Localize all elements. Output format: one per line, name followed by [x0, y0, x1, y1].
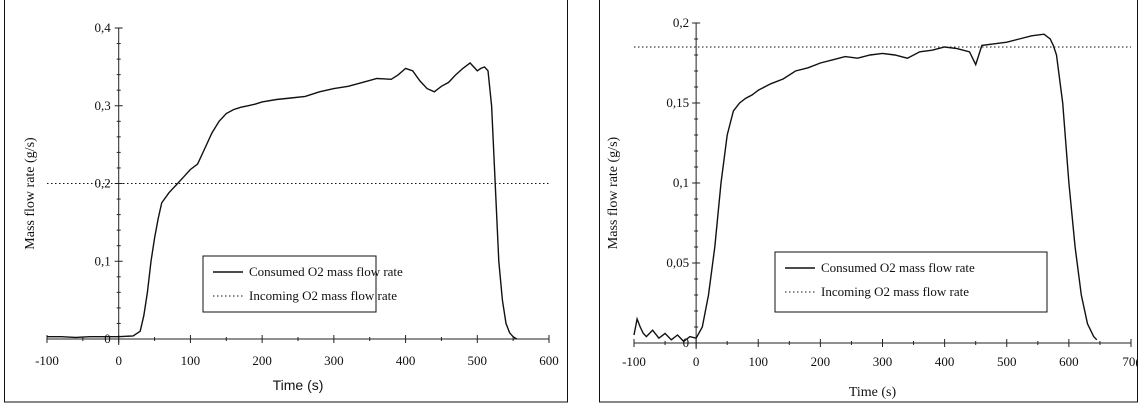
x-tick-label: 600 [1059, 354, 1079, 369]
y-axis-label: Mass flow rate (g/s) [23, 137, 38, 250]
y-axis-label: Mass flow rate (g/s) [606, 136, 621, 249]
x-tick-label: 200 [252, 353, 272, 368]
panel-frame [5, 0, 568, 402]
x-tick-label: 400 [396, 353, 416, 368]
legend-label-1: Consumed O2 mass flow rate [249, 264, 403, 279]
x-tick-label: 300 [873, 354, 893, 369]
x-tick-label: 600 [539, 353, 559, 368]
x-tick-label: 500 [997, 354, 1017, 369]
x-tick-label: 200 [811, 354, 831, 369]
x-tick-label: 70( [1122, 354, 1138, 369]
y-tick-label: 0,1 [673, 175, 689, 190]
legend: Consumed O2 mass flow rate Incoming O2 ma… [203, 256, 403, 312]
x-tick-label: 100 [181, 353, 201, 368]
x-tick-label: -100 [35, 353, 59, 368]
x-tick-label: 0 [115, 353, 122, 368]
legend: Consumed O2 mass flow rate Incoming O2 ma… [775, 252, 1047, 312]
y-tick-label: 0,4 [94, 20, 111, 35]
y-tick-label: 0,15 [666, 95, 689, 110]
y-tick-label: 0,3 [94, 98, 110, 113]
x-tick-label: 0 [693, 354, 700, 369]
y-tick-label: 0,1 [94, 253, 110, 268]
x-tick-label: -100 [622, 354, 646, 369]
x-axis-label: Time (s) [273, 377, 324, 393]
y-tick-label: 0,05 [666, 255, 689, 270]
y-tick-label: 0,2 [673, 15, 689, 30]
legend-label-2: Incoming O2 mass flow rate [821, 284, 969, 299]
x-tick-label: 100 [749, 354, 769, 369]
legend-label-2: Incoming O2 mass flow rate [249, 288, 397, 303]
y-tick-label: 0 [104, 331, 111, 346]
x-tick-label: 400 [935, 354, 955, 369]
x-tick-label: 300 [324, 353, 344, 368]
legend-label-1: Consumed O2 mass flow rate [821, 260, 975, 275]
x-axis-label: Time (s) [849, 385, 897, 400]
x-tick-label: 500 [468, 353, 488, 368]
